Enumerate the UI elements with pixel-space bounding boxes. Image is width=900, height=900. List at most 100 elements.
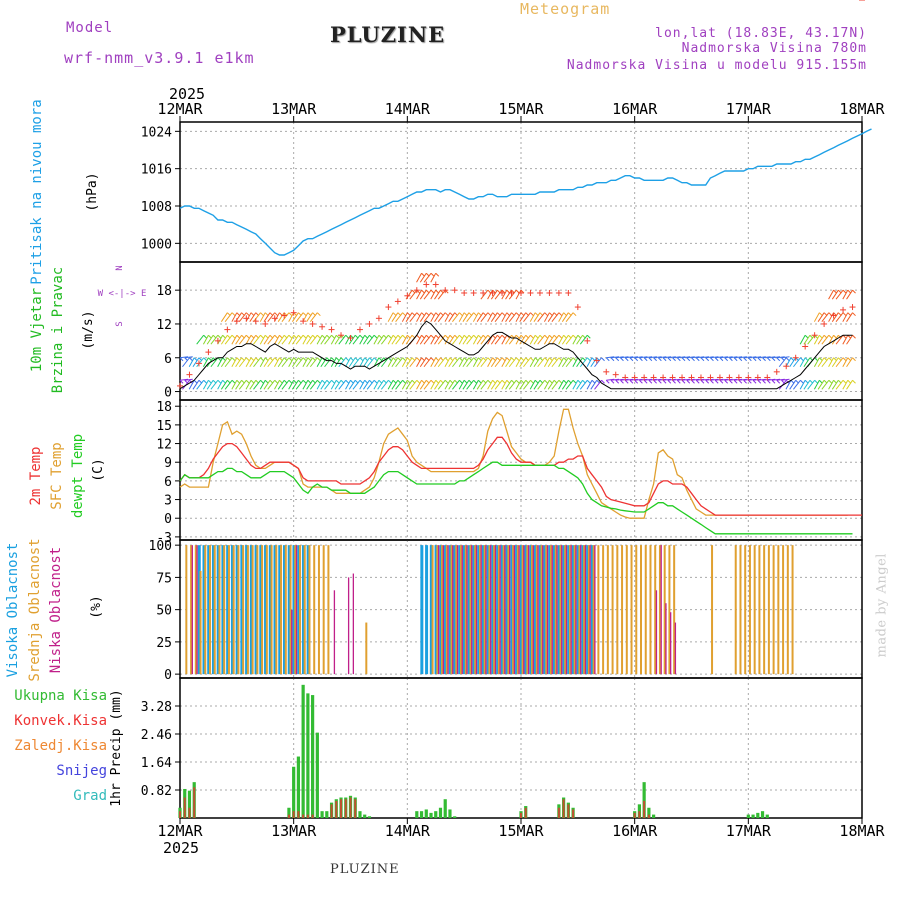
cloud-bar (753, 545, 756, 675)
wind-arrow (366, 357, 375, 368)
wind-arrow (828, 334, 835, 345)
wind-arrow (419, 312, 427, 322)
wind-arrow (842, 289, 849, 300)
wind-arrow-head (302, 334, 307, 339)
wind-arrow (444, 334, 451, 345)
cloud-bar (581, 545, 585, 675)
wind-arrow-head (710, 357, 714, 362)
y-tick-label: 3 (164, 494, 172, 509)
wind-arrow (615, 356, 624, 359)
y-tick-label: 50 (156, 604, 172, 619)
wind-arrow (696, 378, 705, 381)
wind-arrow (572, 334, 579, 345)
wind-arrow-head (771, 379, 776, 384)
wind-arrow-head (501, 334, 506, 339)
cloud-bars-0 (197, 545, 594, 675)
wind-arrow-head (245, 334, 250, 339)
wind-arrow (519, 312, 527, 322)
wind-arrow (634, 378, 643, 381)
wind-arrow (667, 356, 676, 359)
wind-arrow (547, 380, 555, 390)
wind-arrow-head (657, 379, 662, 384)
wind-arrow (359, 380, 366, 390)
cloud-bar (429, 545, 433, 675)
wind-arrow (572, 380, 579, 390)
cloud-bar (630, 545, 633, 675)
cloud-bar (196, 545, 198, 675)
wind-arrow (734, 356, 743, 359)
precip-bar (415, 811, 419, 818)
wind-arrow-head (686, 379, 691, 384)
wind-arrow (558, 334, 565, 345)
wind-arrow-head (676, 357, 681, 362)
pressure-panel (175, 121, 863, 263)
wind-arrow (663, 356, 672, 359)
wind-arrow-head (857, 335, 860, 338)
wind-arrow (778, 357, 787, 368)
wind-arrow (380, 379, 389, 390)
cloud-bar (551, 545, 553, 675)
wind-arrow (210, 379, 219, 390)
cloud-bar (763, 545, 766, 675)
wind-arrow-head (245, 357, 250, 362)
wind-arrow (231, 312, 238, 322)
wind-arrow-head (331, 379, 335, 384)
cloud-bar (240, 545, 244, 675)
conv-precip-bar (330, 804, 333, 818)
cloud-bar (559, 545, 562, 675)
temperature-panel (175, 399, 863, 541)
cloud-bar (278, 545, 282, 675)
wind-arrow (416, 380, 422, 390)
cloud-bar (207, 545, 211, 675)
wind-arrow (466, 357, 475, 368)
wind-arrow-head (605, 379, 610, 384)
wind-arrow (705, 378, 714, 381)
wind-arrow (533, 357, 541, 368)
wind-arrow (648, 356, 657, 359)
cloud-bar (317, 545, 320, 675)
cloud-bar (280, 545, 283, 675)
wind-arrow (288, 334, 295, 345)
wind-arrow (395, 312, 403, 323)
cloud-bar (590, 545, 594, 675)
wind-arrow-head (388, 334, 392, 339)
wind-arrow (387, 334, 394, 345)
wind-arrow (537, 312, 546, 323)
wind-arrow (309, 379, 318, 390)
wind-arrow-head (231, 312, 236, 317)
wind-arrow (281, 334, 290, 345)
wind-arrow (217, 380, 224, 390)
cloud-bar (478, 545, 481, 675)
cloud-bar (453, 545, 457, 675)
sfc-temp-label: SFC Temp (49, 442, 65, 509)
wind-arrow (625, 378, 634, 381)
wind-arrow (738, 356, 747, 359)
wind-arrow (387, 312, 394, 322)
cloud-bar (251, 545, 254, 675)
y-tick-label: 12 (156, 438, 172, 453)
cloud-bar (185, 545, 188, 675)
cloud-bar (518, 545, 520, 675)
cloud-bar (333, 590, 336, 675)
wind-arrow (184, 356, 193, 359)
wind-arrow (466, 312, 475, 323)
cloud-bar (327, 545, 330, 675)
wind-arrow (543, 334, 550, 345)
wind-arrow-head (345, 357, 350, 362)
wind-arrow (267, 357, 276, 368)
temp-2m-line (179, 436, 862, 516)
wind-arrow (519, 380, 527, 390)
wind-arrow (320, 380, 328, 390)
wind-arrow-head (274, 334, 279, 339)
wind-arrow-head (857, 380, 860, 383)
wind-arrow (753, 378, 762, 381)
wind-arrow (419, 289, 427, 300)
wind-arrow (249, 380, 257, 390)
wind-arrow (738, 378, 747, 381)
wind-arrow (529, 357, 536, 367)
wind-arrow-head (179, 379, 184, 384)
wind-arrow-head (776, 379, 781, 384)
wind-arrow-head (530, 357, 534, 362)
wind-arrow (302, 380, 309, 390)
wind-arrow (395, 357, 403, 368)
